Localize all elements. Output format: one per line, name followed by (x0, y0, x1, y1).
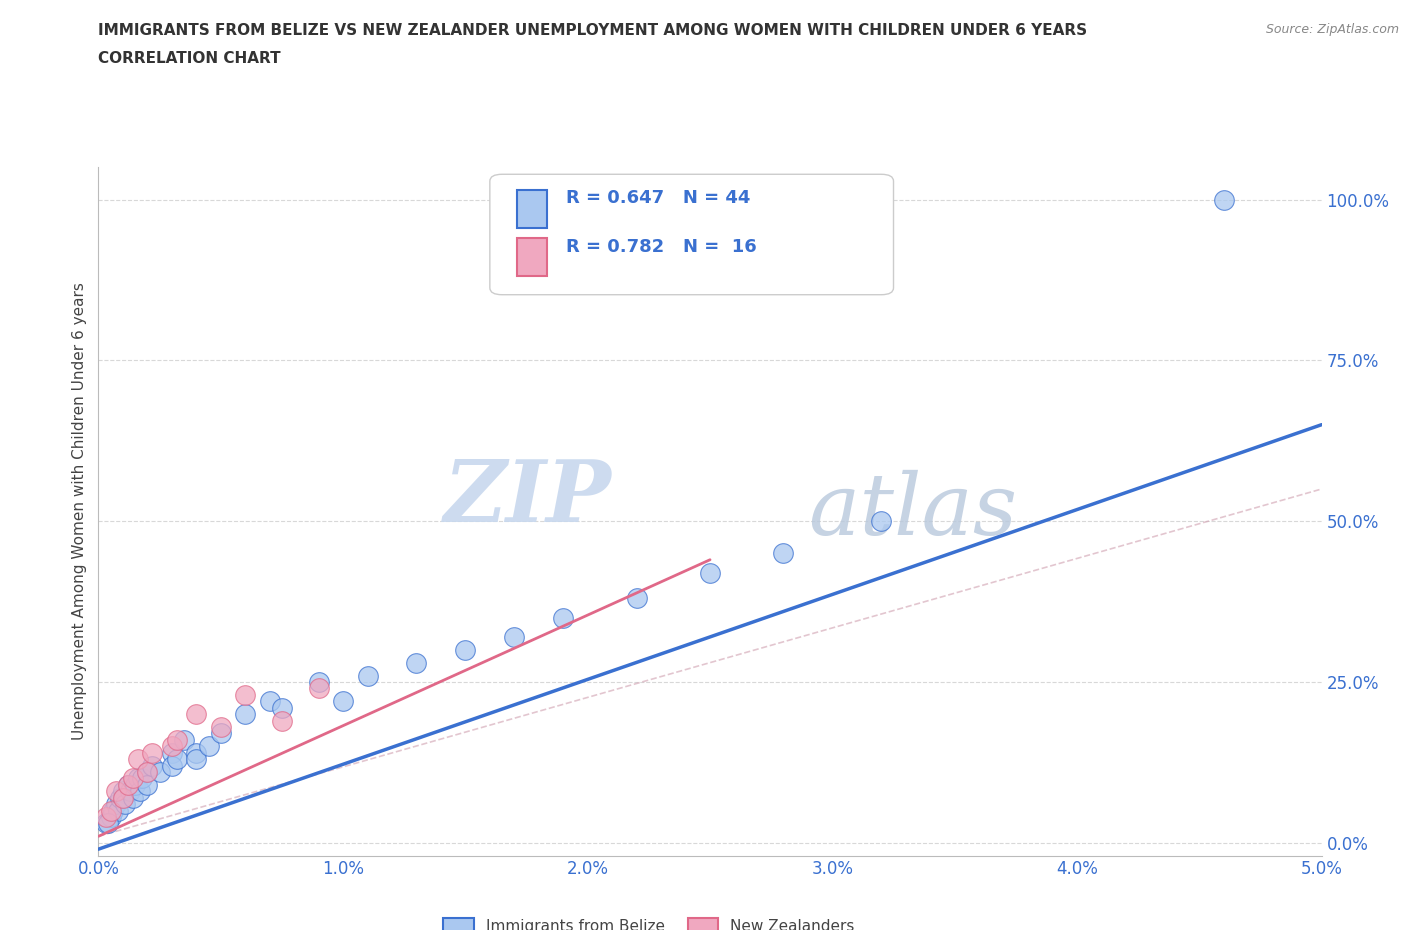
Text: CORRELATION CHART: CORRELATION CHART (98, 51, 281, 66)
Point (186, 707, 208, 722)
Point (308, 674, 330, 689)
Point (111, 784, 134, 799)
Point (117, 777, 139, 792)
Point (136, 764, 159, 779)
Point (553, 610, 575, 625)
Y-axis label: Unemployment Among Women with Children Under 6 years: Unemployment Among Women with Children U… (72, 283, 87, 740)
Point (259, 694, 281, 709)
Text: IMMIGRANTS FROM BELIZE VS NEW ZEALANDER UNEMPLOYMENT AMONG WOMEN WITH CHILDREN U: IMMIGRANTS FROM BELIZE VS NEW ZEALANDER … (98, 23, 1088, 38)
Point (209, 726, 232, 741)
Point (308, 681, 330, 696)
Point (97, 816, 120, 830)
Point (110, 790, 132, 805)
FancyBboxPatch shape (489, 174, 894, 295)
Point (699, 565, 721, 580)
Point (332, 694, 354, 709)
Point (166, 733, 188, 748)
Point (107, 804, 129, 818)
Point (127, 751, 149, 766)
Point (454, 643, 477, 658)
Legend: Immigrants from Belize, New Zealanders: Immigrants from Belize, New Zealanders (437, 911, 860, 930)
Point (173, 733, 195, 748)
Point (129, 784, 152, 799)
Point (186, 751, 208, 766)
Point (197, 738, 219, 753)
Point (114, 797, 136, 812)
Point (160, 745, 183, 760)
Point (233, 707, 256, 722)
Point (94, 816, 117, 830)
Point (117, 777, 139, 792)
Point (141, 745, 163, 760)
Point (120, 784, 142, 799)
Point (1212, 193, 1234, 207)
Point (131, 771, 153, 786)
Text: atlas: atlas (808, 471, 1017, 552)
Text: R = 0.782   N =  16: R = 0.782 N = 16 (565, 237, 756, 256)
Point (121, 771, 143, 786)
Point (160, 738, 183, 753)
Point (772, 546, 794, 561)
Point (270, 713, 292, 728)
Text: ZIP: ZIP (444, 456, 612, 539)
Point (121, 790, 143, 805)
Point (111, 790, 134, 805)
FancyBboxPatch shape (517, 238, 547, 276)
Point (124, 777, 146, 792)
Point (166, 751, 188, 766)
FancyBboxPatch shape (517, 190, 547, 228)
Point (870, 513, 893, 528)
Point (160, 758, 183, 773)
Point (186, 745, 208, 760)
Point (111, 790, 134, 805)
Point (356, 668, 378, 683)
Point (104, 784, 127, 799)
Point (127, 771, 149, 786)
Point (101, 804, 124, 818)
Point (100, 804, 122, 818)
Point (100, 810, 122, 825)
Point (136, 764, 159, 779)
Point (141, 758, 163, 773)
Point (136, 777, 159, 792)
Text: Source: ZipAtlas.com: Source: ZipAtlas.com (1265, 23, 1399, 36)
Point (270, 700, 292, 715)
Point (149, 764, 172, 779)
Text: R = 0.647   N = 44: R = 0.647 N = 44 (565, 190, 749, 207)
Point (405, 656, 427, 671)
Point (209, 720, 232, 735)
Point (503, 630, 526, 644)
Point (94, 810, 117, 825)
Point (626, 591, 648, 605)
Point (104, 797, 127, 812)
Point (233, 687, 256, 702)
